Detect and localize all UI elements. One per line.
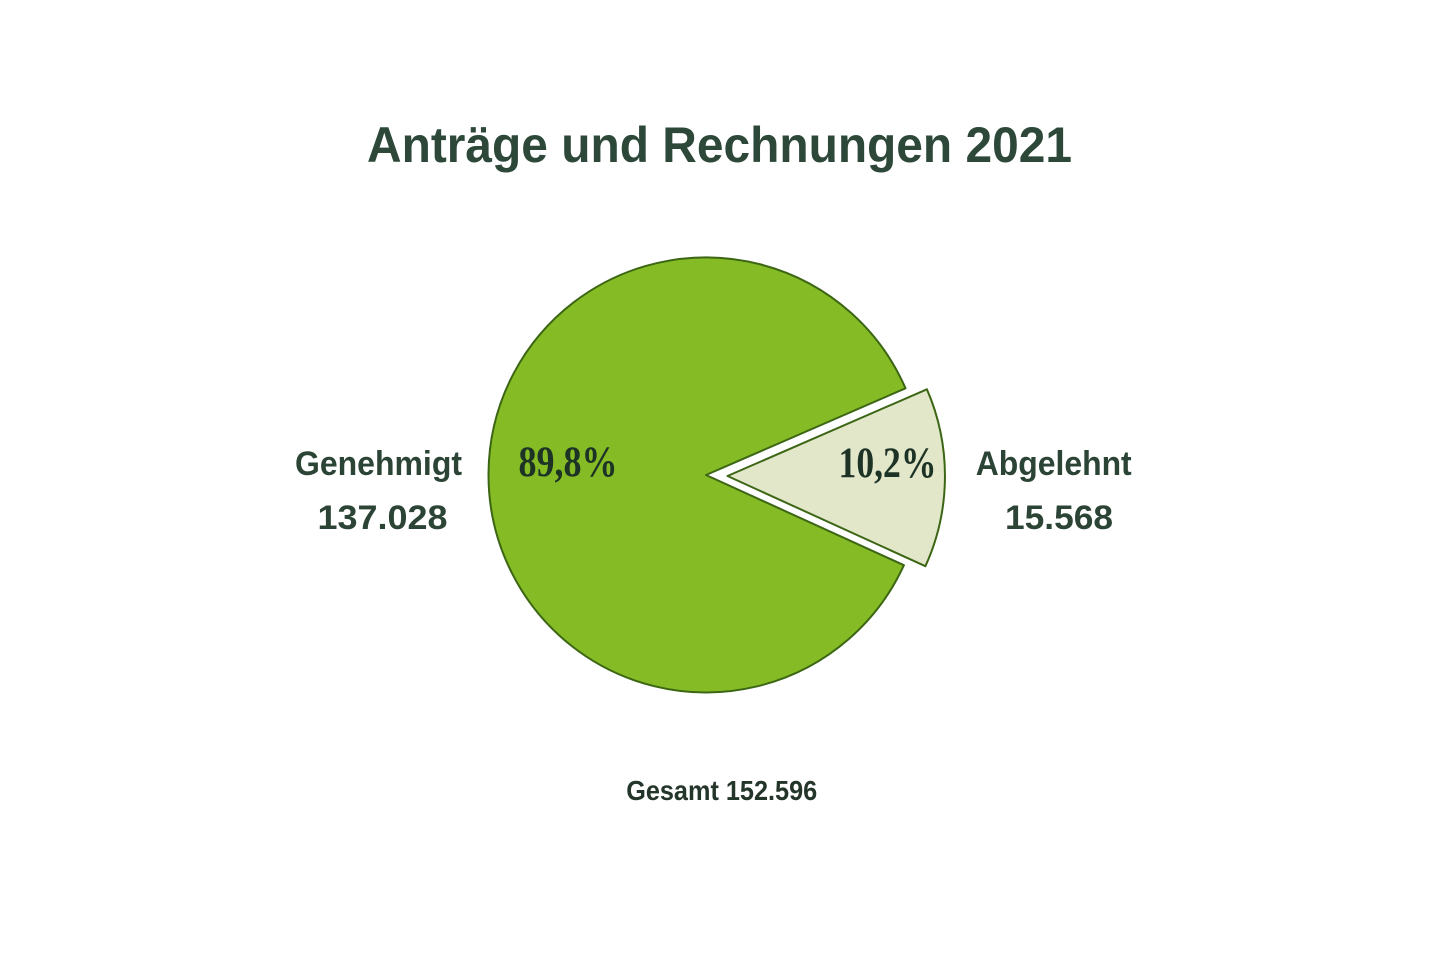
svg-text:Anträge und Rechnungen 2021: Anträge und Rechnungen 2021 [367,117,1072,173]
svg-text:137.028: 137.028 [318,499,448,537]
svg-text:15.568: 15.568 [1005,499,1113,537]
svg-text:89,8%: 89,8% [519,439,618,486]
svg-text:Abgelehnt: Abgelehnt [976,445,1132,483]
svg-text:10,2%: 10,2% [839,440,937,487]
svg-text:Genehmigt: Genehmigt [295,445,462,483]
svg-text:Gesamt 152.596: Gesamt 152.596 [626,775,817,806]
